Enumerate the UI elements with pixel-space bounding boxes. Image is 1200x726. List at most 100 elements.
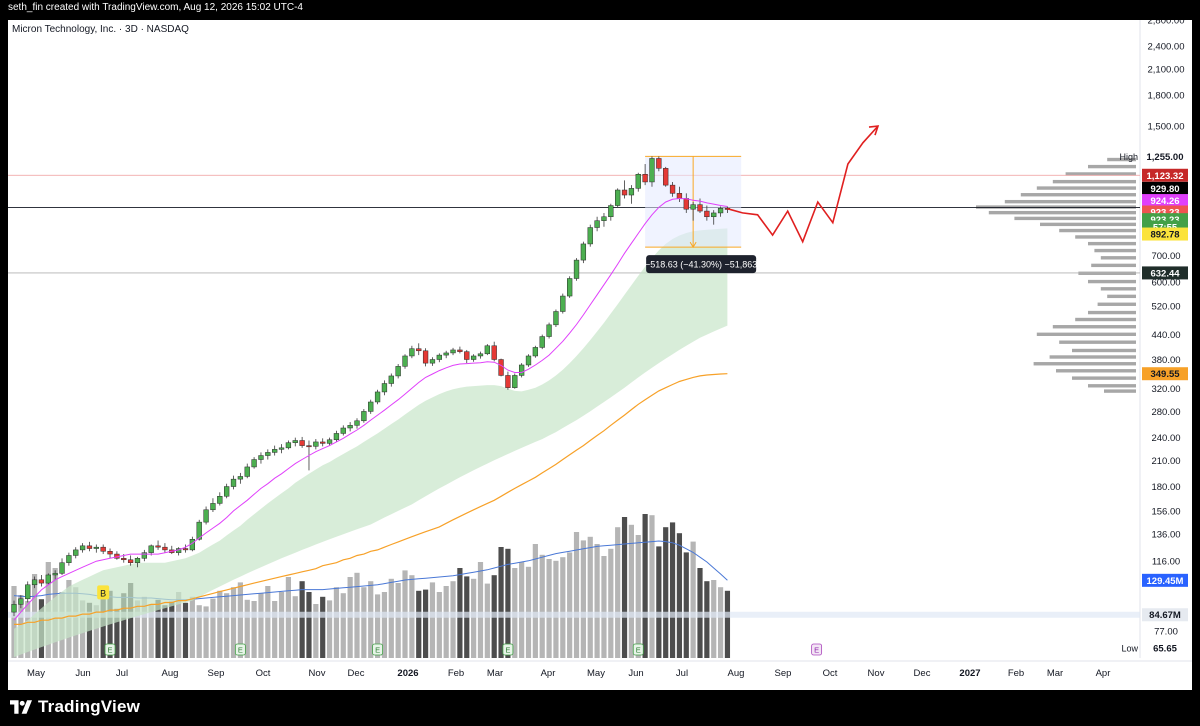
volume-bar bbox=[374, 594, 381, 658]
candle-body bbox=[477, 353, 484, 357]
price-label-value: 84.67M bbox=[1149, 610, 1181, 621]
candle-body bbox=[45, 574, 51, 584]
volume-bar bbox=[663, 527, 669, 658]
candle-body bbox=[443, 352, 449, 356]
volume-bar bbox=[162, 605, 168, 658]
price-chart[interactable]: −518.63 (−41.30%) −51,863 B E E E E E E 2,800.00… bbox=[8, 20, 1192, 690]
candle-body bbox=[237, 476, 244, 480]
price-label-value: 65.65 bbox=[1153, 644, 1177, 655]
candle-body bbox=[470, 355, 477, 360]
candle-body bbox=[18, 598, 24, 605]
earnings-marker-label: E bbox=[238, 646, 243, 655]
earnings-marker-label: E bbox=[814, 646, 819, 655]
candle-body bbox=[52, 573, 58, 576]
volume-profile-bar bbox=[1088, 279, 1136, 284]
volume-profile-bar bbox=[1072, 376, 1136, 380]
candle-body bbox=[368, 401, 374, 412]
x-axis-tick-label: Nov bbox=[868, 668, 885, 679]
price-label-badge bbox=[1142, 266, 1188, 280]
volume-profile-bar bbox=[1088, 241, 1136, 246]
footer-brand: TradingView bbox=[10, 692, 140, 722]
volume-bar bbox=[498, 547, 504, 658]
chart-area[interactable]: −518.63 (−41.30%) −51,863 B E E E E E E 2,800.00… bbox=[8, 20, 1192, 690]
volume-profile-bar bbox=[1104, 389, 1136, 393]
volume-bar bbox=[711, 580, 717, 658]
price-label-badge bbox=[1142, 149, 1188, 163]
candle-body bbox=[59, 562, 65, 574]
candle-body bbox=[134, 558, 141, 563]
volume-bar bbox=[587, 536, 593, 658]
candle-body bbox=[676, 193, 683, 199]
volume-bar bbox=[477, 562, 484, 658]
volume-bar bbox=[519, 562, 525, 658]
candle-body bbox=[491, 345, 497, 360]
price-label-title: High bbox=[1119, 152, 1138, 162]
volume-bar bbox=[176, 592, 182, 658]
y-axis-tick-label: 156.00 bbox=[1151, 506, 1180, 517]
volume-profile-bar bbox=[988, 210, 1136, 215]
volume-bar bbox=[628, 524, 634, 658]
projection-arrow-icon bbox=[868, 125, 880, 136]
candle-body bbox=[436, 354, 442, 360]
candle-body bbox=[148, 545, 154, 553]
candle-body bbox=[285, 442, 292, 449]
volume-bar bbox=[258, 593, 264, 658]
volume-profile-bar bbox=[1052, 179, 1136, 184]
long-moving-average-line bbox=[14, 373, 728, 625]
x-axis-tick-label: Sep bbox=[208, 668, 225, 679]
volume-profile-bar bbox=[1088, 164, 1136, 169]
buy-marker-badge bbox=[97, 585, 110, 600]
price-label-badge bbox=[1142, 227, 1188, 241]
volume-profile-bar bbox=[1065, 172, 1136, 176]
price-label-value: 923.23 bbox=[1150, 207, 1179, 218]
volume-bar bbox=[690, 541, 696, 658]
candle-body bbox=[25, 584, 31, 600]
y-axis-tick-label: 1,800.00 bbox=[1148, 91, 1185, 102]
candle-body bbox=[560, 295, 566, 312]
candle-body bbox=[464, 351, 470, 360]
earnings-marker-label: E bbox=[108, 646, 113, 655]
candle-body bbox=[121, 558, 127, 561]
y-axis-tick-label: 136.00 bbox=[1151, 530, 1180, 541]
volume-bar bbox=[615, 527, 621, 658]
x-axis-tick-label: Jul bbox=[116, 668, 128, 679]
x-axis-tick-label: May bbox=[27, 668, 45, 679]
volume-bar bbox=[313, 604, 319, 658]
volume-bar bbox=[443, 586, 449, 658]
volume-bar bbox=[669, 522, 676, 658]
x-axis-tick-label: Jul bbox=[676, 668, 688, 679]
volume-bar bbox=[230, 587, 237, 658]
volume-bar bbox=[203, 606, 209, 658]
price-label-badge bbox=[1142, 181, 1188, 195]
volume-bar bbox=[676, 533, 683, 658]
volume-profile-bar bbox=[1036, 332, 1136, 336]
candle-body bbox=[306, 445, 312, 448]
price-label-value: 1,255.00 bbox=[1147, 152, 1184, 163]
volume-bar bbox=[573, 532, 580, 658]
volume-bar bbox=[649, 515, 655, 658]
volume-bar bbox=[148, 604, 154, 658]
volume-bar bbox=[114, 608, 120, 658]
candle-body bbox=[265, 452, 271, 456]
volume-profile-bar bbox=[1075, 235, 1136, 239]
candle-body bbox=[580, 243, 587, 261]
volume-profile-bar bbox=[1088, 310, 1136, 315]
candle-body bbox=[354, 420, 360, 426]
x-axis-tick-label: May bbox=[587, 668, 605, 679]
volume-bar bbox=[244, 599, 250, 658]
candle-body bbox=[340, 427, 346, 434]
candle-body bbox=[320, 441, 326, 444]
volume-bar bbox=[704, 581, 710, 658]
x-axis-tick-label: 2026 bbox=[397, 668, 418, 679]
volume-bar bbox=[484, 583, 490, 658]
volume-bar bbox=[278, 592, 285, 658]
candle-body bbox=[642, 174, 648, 183]
candle-body bbox=[422, 350, 429, 364]
volume-bar bbox=[553, 560, 559, 658]
x-axis-tick-label: Aug bbox=[162, 668, 179, 679]
candle-body bbox=[272, 449, 278, 453]
volume-bar bbox=[656, 546, 662, 658]
candle-body bbox=[683, 198, 689, 210]
candle-body bbox=[457, 349, 463, 352]
